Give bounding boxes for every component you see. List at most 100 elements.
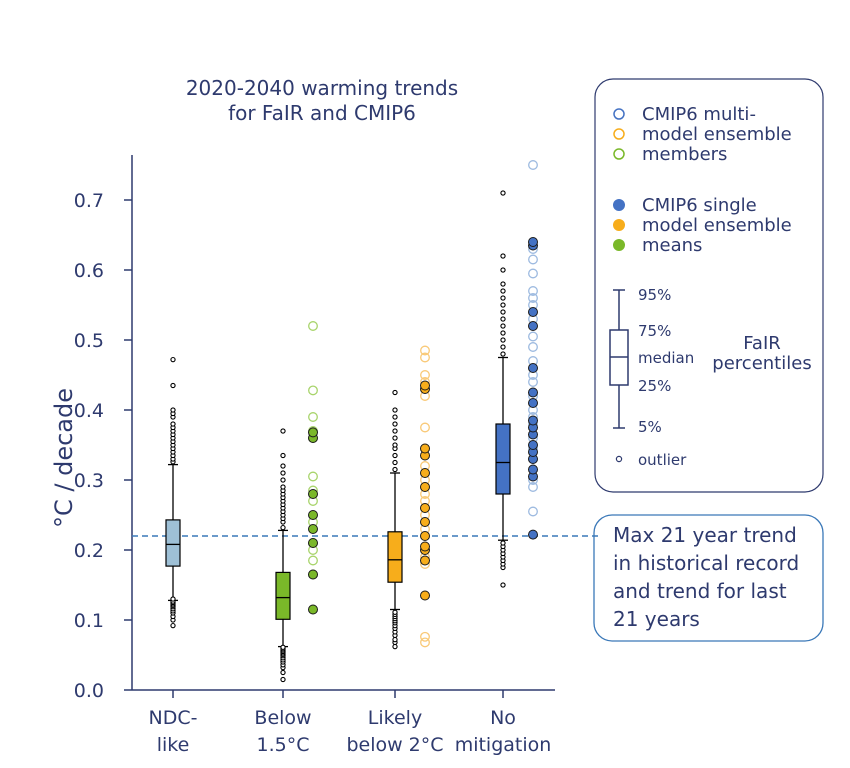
outlier-point [170,356,176,363]
cmip6-mean-point [308,604,318,615]
outlier-point [392,421,398,427]
outlier-point [500,337,506,343]
legend-p25: 25% [638,377,671,395]
outlier-point [280,524,286,531]
cmip6-mean-point [420,380,430,391]
outlier-point [392,407,398,413]
cmip6-mean-point [308,510,318,520]
category-label: mitigation [455,734,552,756]
legend-p95: 95% [638,286,671,304]
outlier-point [280,484,286,490]
legend-member-marker-orange [613,128,625,140]
outlier-point [500,330,506,336]
legend-outlier-label: outlier [638,451,687,469]
legend-members-line-1: CMIP6 multi- [642,104,756,125]
annotation-line-3: and trend for last [613,579,787,603]
cmip6-mean-point [528,464,538,475]
outlier-point [392,389,398,396]
legend-outlier-marker [615,455,623,463]
box-plot-nomit [495,160,538,588]
outlier-point [500,253,506,259]
cmip6-mean-point [528,237,538,247]
outlier-point [392,643,398,650]
cmip6-mean-point [528,529,538,540]
cmip6-member-point [308,321,318,331]
cmip6-mean-point [420,531,430,541]
outlier-point [500,323,506,329]
outlier-point [500,351,506,357]
cmip6-mean-point [528,363,538,373]
cmip6-mean-point [420,503,430,513]
outlier-point [500,309,506,315]
annotation-frame [593,514,824,642]
legend-median: median [638,349,694,367]
cmip6-mean-point [420,541,430,552]
cmip6-mean-point [420,590,430,601]
cmip6-mean-point [528,398,538,408]
outlier-point [280,470,286,476]
outlier-point [500,540,506,546]
outlier-point [500,316,506,322]
outlier-point [392,466,398,473]
chart-title-line-2: for FaIR and CMIP6 [228,101,416,125]
cmip6-mean-point [308,524,318,534]
cmip6-member-point [528,268,538,279]
category-label: NDC- [149,707,198,729]
annotation-line-4: 21 years [613,607,700,631]
cmip6-member-point [308,471,318,482]
outlier-point [392,636,398,643]
category-label: 1.5°C [257,734,310,756]
outlier-point [170,622,176,629]
outlier-point [170,421,176,427]
outlier-point [500,302,506,308]
iqr-box [165,519,181,567]
category-label: Below [254,707,311,729]
legend-fair-line-1: FaIR [743,333,781,354]
category-label: like [157,734,190,756]
cmip6-member-point [528,331,538,342]
cmip6-member-point [308,385,318,396]
cmip6-mean-point [420,443,430,454]
cmip6-member-point [420,370,430,380]
cmip6-mean-point [528,415,538,426]
box-plots [165,160,538,683]
chart-title-line-1: 2020-2040 warming trends [186,76,458,100]
outlier-point [170,382,176,389]
y-ticks: 0.0 0.1 0.2 0.3 0.4 0.5 0.6 0.7 [74,190,132,702]
legend-mean-marker-orange [613,219,625,231]
box-plot-likely2 [387,345,430,650]
legend-members-line-2: model ensemble [642,124,792,145]
cmip6-member-point [420,631,430,642]
outlier-point [500,344,506,350]
y-tick-label: 0.1 [74,610,104,632]
legend-frame [594,78,824,493]
cmip6-mean-point [528,387,538,398]
legend-member-marker-blue [613,108,625,120]
y-tick-label: 0.0 [74,680,104,702]
legend: CMIP6 multi- model ensemble members CMIP… [594,78,824,493]
legend-mean-marker-blue [613,199,625,211]
cmip6-member-point [528,377,538,387]
box-plot-below15 [275,321,318,683]
cmip6-mean-point [420,555,430,566]
outlier-point [392,414,398,420]
cmip6-member-point [528,342,538,352]
annotation-line-1: Max 21 year trend [613,523,797,547]
outlier-point [500,288,506,294]
cmip6-mean-point [420,517,430,527]
legend-members-line-3: members [642,144,727,165]
outlier-point [280,669,286,676]
y-tick-label: 0.3 [74,470,104,492]
outlier-point [280,644,286,650]
outlier-point [392,435,398,441]
x-ticks: NDC-like Below 1.5°C Likely below 2°C No mitig… [149,690,552,756]
category-label: Likely [368,707,422,729]
annotation-line-2: in historical record [613,551,799,575]
cmip6-mean-point [308,538,318,548]
iqr-box [387,531,403,583]
y-tick-label: 0.7 [74,190,104,212]
cmip6-member-point [308,412,318,422]
outlier-point [392,609,398,615]
legend-p75: 75% [638,322,671,340]
